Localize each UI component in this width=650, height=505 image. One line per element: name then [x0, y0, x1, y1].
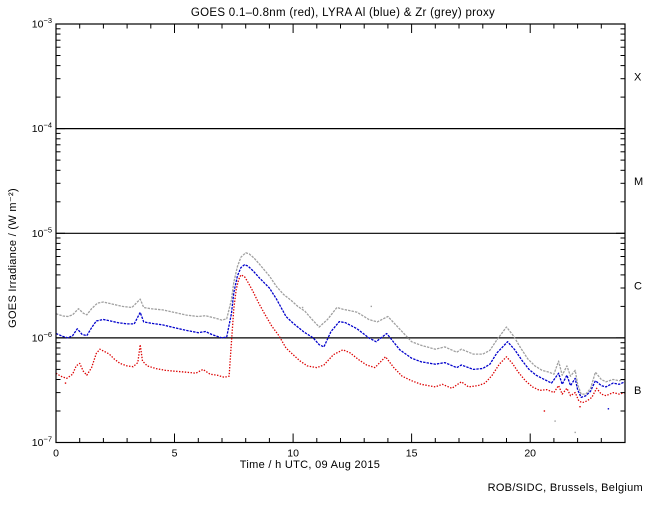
x-tick-label: 15 [406, 448, 418, 460]
noise-dot [579, 406, 581, 408]
noise-dot [301, 306, 304, 309]
y-tick-label: 10−4 [32, 121, 52, 136]
y-tick-label: 10−6 [32, 330, 52, 345]
y-tick-label: 10−7 [32, 435, 52, 450]
series-lyra-zr [55, 252, 626, 395]
flare-class-label-x: X [634, 71, 642, 83]
series-goes-xray [55, 274, 626, 404]
flare-class-label-c: C [634, 281, 642, 293]
x-tick-label: 5 [172, 448, 178, 460]
y-tick-label: 10−3 [32, 16, 52, 31]
plot-frame [55, 23, 626, 444]
series-lyra-al [55, 264, 626, 399]
y-tick-label: 10−5 [32, 225, 52, 240]
credit-text: ROB/SIDC, Brussels, Belgium [488, 482, 643, 494]
noise-dot [370, 305, 372, 308]
noise-dot [574, 431, 576, 434]
noise-dot [607, 408, 610, 410]
x-axis-label: Time / h UTC, 09 Aug 2015 [240, 459, 380, 471]
flare-class-label-m: M [634, 176, 643, 188]
noise-dot [554, 420, 556, 422]
noise-dot [64, 382, 67, 384]
noise-dot [543, 410, 546, 412]
flare-class-label-b: B [634, 385, 641, 397]
x-tick-label: 10 [287, 448, 299, 460]
chart-title: GOES 0.1–0.8nm (red), LYRA Al (blue) & Z… [191, 7, 495, 19]
y-axis-label: GOES Irradiance / (W m⁻²) [7, 188, 19, 328]
plot-area: 0 5 10 15 20 10−3 10−4 10−5 10−6 10−7 X M C B [32, 16, 643, 460]
x-tick-label: 0 [53, 448, 59, 460]
x-tick-label: 20 [524, 448, 536, 460]
